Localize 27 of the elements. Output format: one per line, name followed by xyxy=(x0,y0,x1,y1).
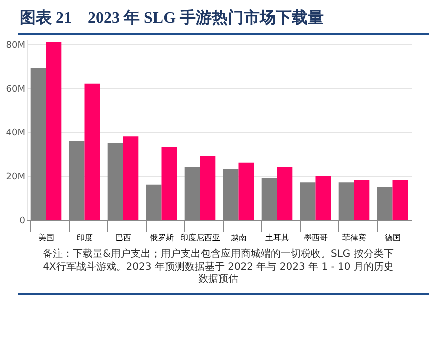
bar xyxy=(238,162,254,220)
x-tick-label: 美国 xyxy=(38,234,54,242)
text: 备注：下载量&用户支出；用户支出包含应用商城端的一切税收。SLG 按分类下4X行军战斗游戏。2023 年预测数据基于 2022 年与 2023 年 1 - 10 月的历史数据预估 xyxy=(42,248,395,287)
x-tick-label: 巴西 xyxy=(115,234,132,242)
x-tick-label: 墨西哥 xyxy=(304,234,328,242)
x-tick-label: 印度 xyxy=(76,234,93,242)
x-tick-label: 菲律宾 xyxy=(342,234,366,242)
y-tick-label: 60M xyxy=(6,84,26,95)
y-tick-label: 80M xyxy=(6,40,26,51)
bar xyxy=(84,84,100,220)
y-tick-label: 0 xyxy=(20,216,26,226)
bar xyxy=(392,180,408,220)
bar xyxy=(316,176,332,220)
x-tick-label: 越南 xyxy=(230,234,247,242)
y-tick-label: 20M xyxy=(6,172,26,183)
x-tick-label: 印度尼西亚 xyxy=(180,234,220,242)
bar xyxy=(200,156,216,220)
bar xyxy=(162,148,178,220)
x-tick-label: 俄罗斯 xyxy=(150,234,174,242)
bar xyxy=(46,42,62,220)
x-tick-label: 土耳其 xyxy=(265,234,290,242)
x-tick-label: 德国 xyxy=(384,234,401,242)
bar xyxy=(123,136,139,220)
bar xyxy=(277,167,293,220)
bar xyxy=(354,180,370,220)
y-tick-label: 40M xyxy=(6,128,26,139)
chart-title: 图表 21 2023 年 SLG 手游热门市场下载量 xyxy=(19,8,326,29)
